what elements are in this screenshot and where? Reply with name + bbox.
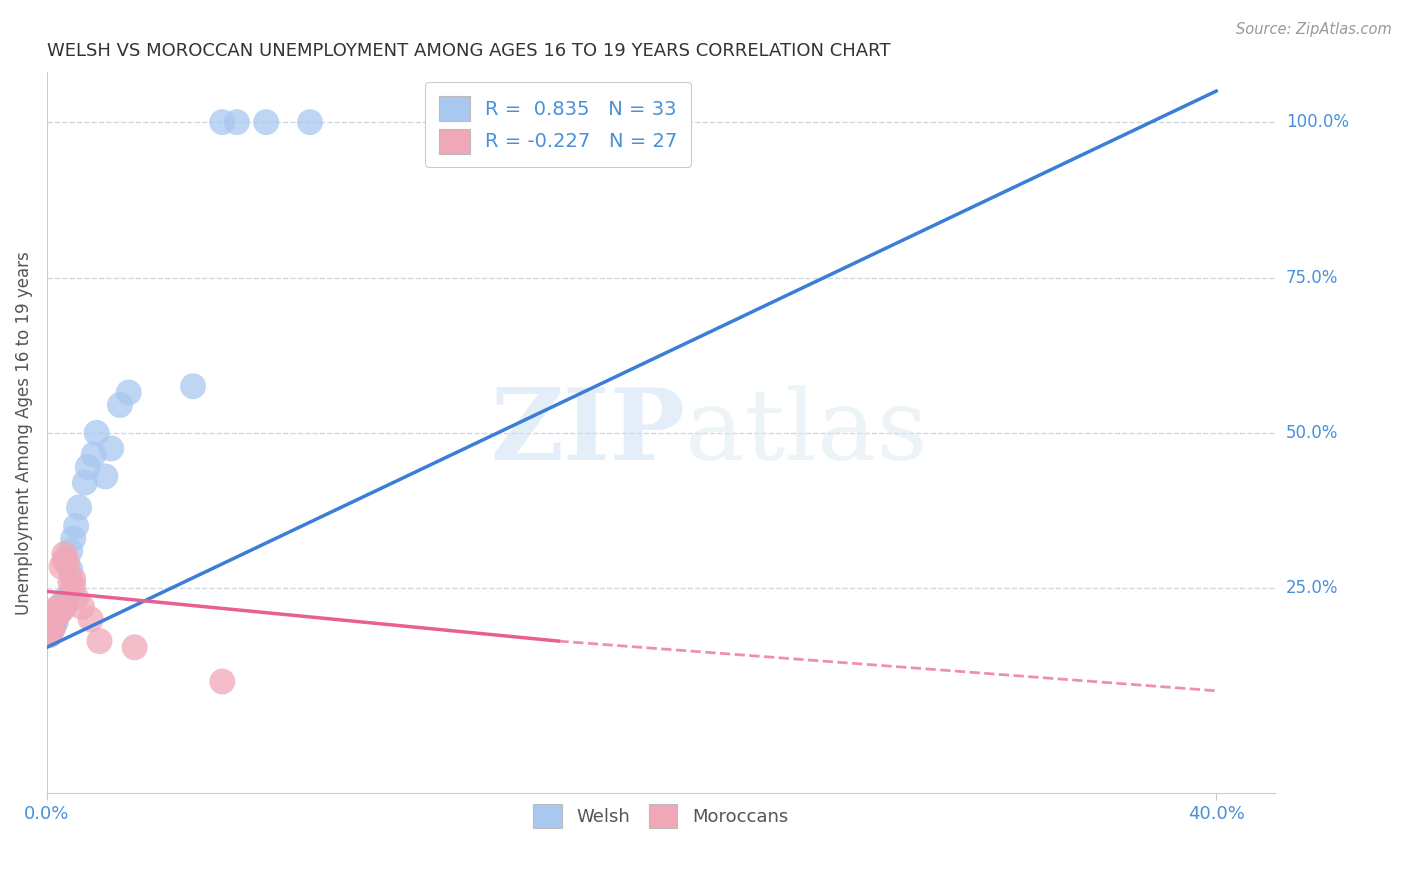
Point bbox=[48, 606, 70, 620]
Point bbox=[48, 603, 70, 617]
Point bbox=[48, 603, 70, 617]
Point bbox=[51, 603, 73, 617]
Point bbox=[211, 115, 233, 129]
Point bbox=[56, 591, 79, 605]
Text: 75.0%: 75.0% bbox=[1286, 268, 1339, 286]
Point bbox=[181, 379, 204, 393]
Text: Source: ZipAtlas.com: Source: ZipAtlas.com bbox=[1236, 22, 1392, 37]
Point bbox=[42, 615, 65, 630]
Point bbox=[38, 628, 60, 642]
Y-axis label: Unemployment Among Ages 16 to 19 years: Unemployment Among Ages 16 to 19 years bbox=[15, 251, 32, 615]
Point bbox=[67, 500, 90, 515]
Point bbox=[211, 674, 233, 689]
Point bbox=[51, 559, 73, 574]
Point bbox=[53, 593, 76, 607]
Point bbox=[89, 634, 111, 648]
Point bbox=[108, 398, 131, 412]
Point bbox=[80, 612, 103, 626]
Point bbox=[59, 544, 82, 558]
Point bbox=[38, 628, 60, 642]
Point bbox=[45, 603, 67, 617]
Text: 50.0%: 50.0% bbox=[1286, 424, 1339, 442]
Point bbox=[53, 599, 76, 614]
Point bbox=[38, 622, 60, 636]
Text: 100.0%: 100.0% bbox=[1286, 113, 1348, 131]
Point bbox=[48, 599, 70, 614]
Point bbox=[118, 385, 141, 400]
Point bbox=[42, 622, 65, 636]
Point bbox=[53, 553, 76, 567]
Point bbox=[94, 469, 117, 483]
Point bbox=[59, 575, 82, 590]
Point bbox=[62, 572, 84, 586]
Point bbox=[38, 624, 60, 639]
Point bbox=[65, 591, 87, 605]
Point bbox=[298, 115, 321, 129]
Point bbox=[45, 612, 67, 626]
Point bbox=[45, 606, 67, 620]
Point bbox=[76, 460, 98, 475]
Point bbox=[62, 532, 84, 546]
Point bbox=[56, 557, 79, 571]
Point bbox=[59, 563, 82, 577]
Text: ZIP: ZIP bbox=[491, 384, 685, 482]
Point bbox=[42, 618, 65, 632]
Text: WELSH VS MOROCCAN UNEMPLOYMENT AMONG AGES 16 TO 19 YEARS CORRELATION CHART: WELSH VS MOROCCAN UNEMPLOYMENT AMONG AGE… bbox=[46, 42, 890, 60]
Point bbox=[254, 115, 277, 129]
Point bbox=[51, 603, 73, 617]
Point bbox=[45, 609, 67, 624]
Point bbox=[53, 547, 76, 561]
Point bbox=[42, 615, 65, 630]
Point bbox=[83, 448, 105, 462]
Point bbox=[124, 640, 146, 655]
Point bbox=[42, 622, 65, 636]
Point bbox=[48, 606, 70, 620]
Point bbox=[65, 519, 87, 533]
Point bbox=[38, 624, 60, 639]
Point bbox=[100, 442, 122, 456]
Point bbox=[225, 115, 247, 129]
Point bbox=[86, 425, 108, 440]
Point bbox=[42, 612, 65, 626]
Point bbox=[73, 475, 96, 490]
Point bbox=[45, 609, 67, 624]
Point bbox=[51, 599, 73, 614]
Legend: Welsh, Moroccans: Welsh, Moroccans bbox=[526, 797, 796, 835]
Text: atlas: atlas bbox=[685, 385, 928, 481]
Point bbox=[70, 599, 93, 614]
Point bbox=[45, 615, 67, 630]
Text: 25.0%: 25.0% bbox=[1286, 579, 1339, 598]
Point bbox=[42, 618, 65, 632]
Point bbox=[62, 578, 84, 592]
